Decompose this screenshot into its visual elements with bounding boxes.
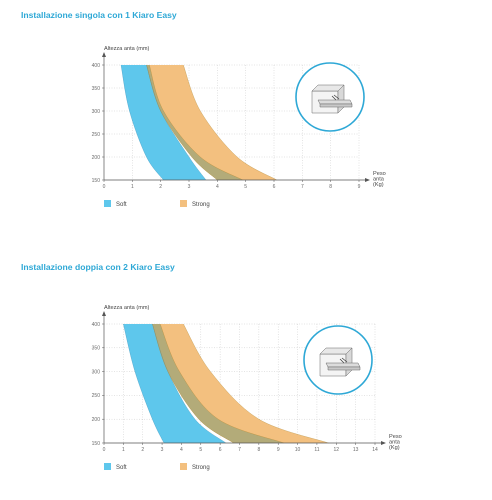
x-axis-arrow	[381, 441, 386, 445]
x-tick-label: 12	[334, 447, 340, 453]
x-tick-label: 4	[216, 184, 219, 190]
x-axis-label: (Kg)	[373, 182, 384, 188]
x-tick-label: 6	[219, 447, 222, 453]
legend-swatch-strong	[180, 463, 187, 470]
y-tick-label: 350	[92, 346, 101, 352]
x-tick-label: 3	[188, 184, 191, 190]
y-tick-label: 300	[92, 109, 101, 115]
y-tick-label: 400	[92, 322, 101, 328]
x-tick-label: 0	[103, 447, 106, 453]
x-tick-label: 2	[141, 447, 144, 453]
x-tick-label: 3	[161, 447, 164, 453]
x-tick-label: 7	[238, 447, 241, 453]
y-tick-label: 150	[92, 178, 101, 184]
x-tick-label: 7	[301, 184, 304, 190]
x-tick-label: 5	[199, 447, 202, 453]
y-axis-label: Altezza anta (mm)	[104, 305, 150, 311]
x-axis-label: anta	[373, 177, 385, 183]
x-axis-label: Peso	[389, 434, 402, 440]
x-tick-label: 6	[273, 184, 276, 190]
x-tick-label: 11	[314, 447, 319, 453]
drawer-cabinet-icon	[303, 325, 373, 395]
boundary-line	[183, 323, 329, 444]
x-tick-label: 8	[329, 184, 332, 190]
x-axis-arrow	[365, 178, 370, 182]
boundary-line	[152, 323, 234, 444]
boundary-line	[149, 64, 243, 181]
x-tick-label: 14	[372, 447, 378, 453]
boundary-line	[123, 323, 165, 444]
mechanism-mark	[331, 95, 337, 101]
boundary-line	[120, 64, 164, 181]
x-tick-label: 5	[244, 184, 247, 190]
legend-swatch-strong	[180, 200, 187, 207]
y-tick-label: 150	[92, 441, 101, 447]
x-tick-label: 8	[257, 447, 260, 453]
mechanism-mark	[339, 358, 345, 364]
y-axis-arrow	[102, 52, 106, 57]
x-axis-label: anta	[389, 440, 401, 446]
x-tick-label: 9	[358, 184, 361, 190]
drawer-panel	[325, 362, 361, 368]
x-axis-label: (Kg)	[389, 445, 400, 451]
area-overlap	[146, 65, 243, 180]
legend-label-soft: Soft	[116, 465, 127, 471]
boundary-line	[159, 323, 285, 444]
y-tick-label: 400	[92, 63, 101, 69]
section-title-double: Installazione doppia con 2 Kiaro Easy	[21, 262, 175, 272]
legend-label-strong: Strong	[192, 465, 210, 471]
area-strong	[146, 65, 277, 180]
mechanism-mark	[333, 94, 340, 100]
x-axis-label: Peso	[373, 171, 386, 177]
drawer-front	[327, 366, 361, 371]
y-tick-label: 250	[92, 132, 101, 138]
x-tick-label: 4	[180, 447, 183, 453]
x-tick-label: 1	[131, 184, 134, 190]
boundary-line	[146, 64, 218, 181]
x-tick-label: 2	[159, 184, 162, 190]
legend-swatch-soft	[104, 463, 111, 470]
x-tick-label: 10	[295, 447, 301, 453]
drawer-panel	[317, 99, 353, 105]
x-tick-label: 1	[122, 447, 125, 453]
area-soft	[121, 65, 206, 180]
y-tick-label: 300	[92, 369, 101, 375]
legend-label-soft: Soft	[116, 202, 127, 208]
legend-label-strong: Strong	[192, 202, 210, 208]
y-axis-label: Altezza anta (mm)	[104, 46, 150, 52]
x-tick-label: 9	[277, 447, 280, 453]
y-tick-label: 250	[92, 393, 101, 399]
y-tick-label: 200	[92, 417, 101, 423]
area-soft	[123, 324, 226, 443]
y-axis-arrow	[102, 311, 106, 316]
y-tick-label: 350	[92, 86, 101, 92]
section-title-single: Installazione singola con 1 Kiaro Easy	[21, 10, 177, 20]
drawer-cabinet-icon	[295, 62, 365, 132]
boundary-line	[183, 64, 277, 181]
y-tick-label: 200	[92, 155, 101, 161]
x-tick-label: 0	[103, 184, 106, 190]
drawer-front	[319, 103, 353, 108]
legend-swatch-soft	[104, 200, 111, 207]
x-tick-label: 13	[353, 447, 359, 453]
mechanism-mark	[341, 357, 348, 363]
chart-single-installation: 150 200 250 300 350 400 0 1 2 3 4 5 6 7 8 9 Altezza anta…	[92, 46, 386, 208]
